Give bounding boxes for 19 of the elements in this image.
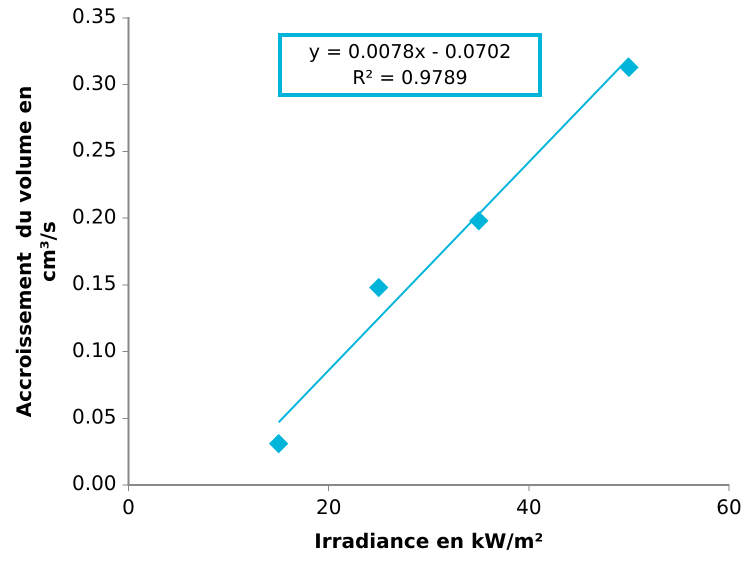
x-tick-label: 40 — [516, 495, 542, 520]
y-axis-title: Accroissement du volume en cm³/s — [12, 86, 60, 418]
x-axis-title: Irradiance en kW/m² — [314, 529, 544, 554]
y-tick-label: 0.15 — [72, 271, 117, 296]
y-tick-label: 0.05 — [72, 404, 117, 428]
y-tick-label: 0.35 — [72, 4, 117, 28]
y-tick-label: 0.25 — [72, 138, 117, 162]
y-tick-label: 0.10 — [72, 338, 117, 362]
point — [469, 211, 488, 230]
x-tick-label: 20 — [316, 495, 342, 520]
point — [619, 58, 638, 77]
x-tick-label: 60 — [716, 495, 742, 520]
point — [269, 434, 288, 454]
y-tick-label: 0.30 — [72, 70, 117, 95]
x-tick-label: 0 — [122, 495, 135, 520]
y-tick-label: 0.00 — [72, 471, 117, 496]
y-tick-label: 0.20 — [72, 204, 117, 228]
equation-box: y = 0.0078x - 0.0702 R² = 0.9789 — [278, 33, 542, 97]
point — [369, 278, 388, 298]
